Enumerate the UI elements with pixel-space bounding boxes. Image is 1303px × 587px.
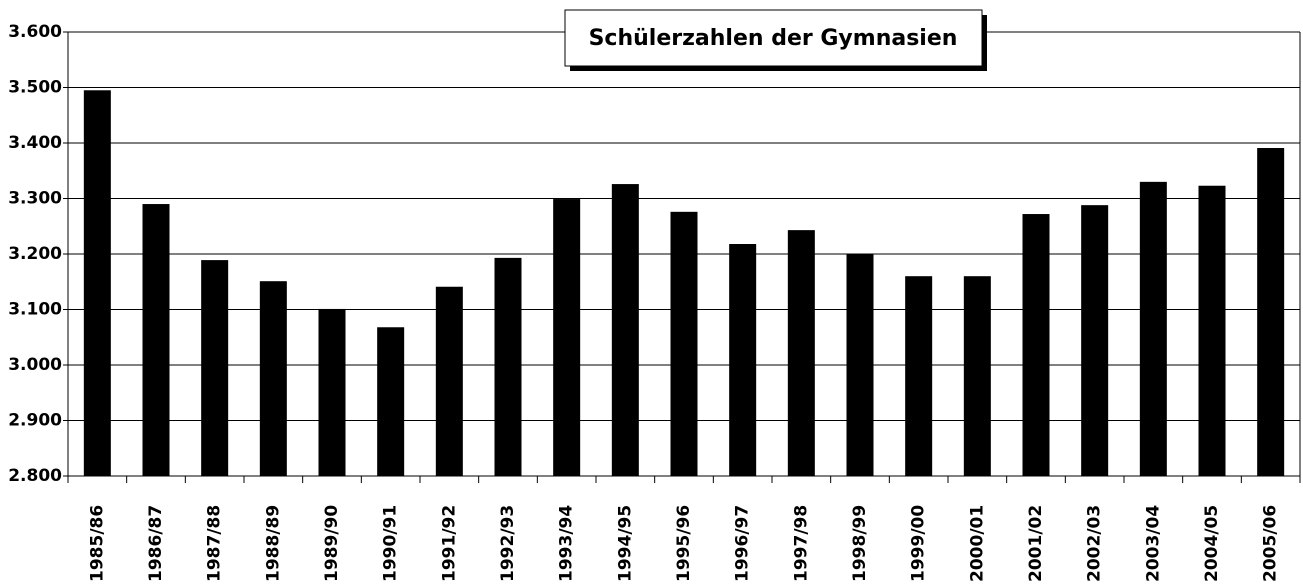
x-tick-label: 1999/00	[909, 505, 929, 582]
bar	[318, 308, 346, 476]
y-tick-label: 3.000	[8, 355, 62, 375]
x-tick-label: 2000/01	[967, 505, 987, 582]
bar	[553, 199, 581, 476]
x-tick-label: 1986/87	[146, 505, 166, 582]
y-tick-label: 3.400	[8, 133, 62, 153]
x-tick-label: 1991/92	[439, 505, 459, 582]
y-tick-label: 2.900	[8, 411, 62, 431]
x-tick-label: 1988/89	[263, 505, 283, 582]
x-tick-label: 1985/86	[87, 505, 107, 582]
y-tick-label: 3.500	[8, 78, 62, 98]
x-tick-label: 1997/98	[791, 505, 811, 582]
title-box	[564, 9, 983, 67]
y-tick-label: 3.300	[8, 189, 62, 209]
plot: 2.800 2.900 3.000 3.100 3.200 3.300 3.400 3.500…	[8, 22, 1301, 582]
x-tick-label: 2001/02	[1026, 505, 1046, 582]
bar	[787, 230, 815, 476]
y-tick-label: 3.200	[8, 244, 62, 264]
y-tick-label: 2.800	[8, 466, 62, 486]
x-tick-label: 1990/91	[381, 505, 401, 582]
bar	[494, 257, 522, 476]
bar	[611, 184, 639, 476]
bar	[1081, 205, 1109, 476]
x-tick-label: 1987/88	[205, 505, 225, 582]
bar	[435, 286, 463, 476]
bar	[201, 260, 229, 476]
bar	[1198, 185, 1226, 477]
bar	[846, 254, 874, 476]
x-tick-label: 1993/94	[557, 505, 577, 582]
bar	[1257, 147, 1285, 476]
bar	[963, 276, 991, 476]
bar	[905, 276, 933, 476]
bar	[259, 281, 287, 476]
x-tick-label: 2004/05	[1202, 505, 1222, 582]
x-tick-label: 1996/97	[733, 505, 753, 582]
x-tick-label: 1989/90	[322, 505, 342, 582]
x-tick-label: 2003/04	[1143, 505, 1163, 582]
bar	[729, 244, 757, 476]
bar	[670, 211, 698, 476]
x-tick-label: 1998/99	[850, 505, 870, 582]
x-tick-label: 1995/96	[674, 505, 694, 582]
bar	[1022, 214, 1050, 477]
x-tick-label: 2005/06	[1261, 505, 1281, 582]
bar	[83, 90, 111, 477]
y-tick-label: 3.100	[8, 300, 62, 320]
x-tick-label: 1994/95	[615, 505, 635, 582]
x-tick-label: 1992/93	[498, 505, 518, 582]
y-tick-label: 3.600	[8, 22, 62, 42]
chart-title: Schülerzahlen der Gymnasien	[589, 26, 958, 51]
x-tick-label: 2002/03	[1085, 505, 1105, 582]
bar	[1139, 181, 1167, 476]
bar	[377, 327, 405, 476]
bar	[142, 204, 170, 477]
